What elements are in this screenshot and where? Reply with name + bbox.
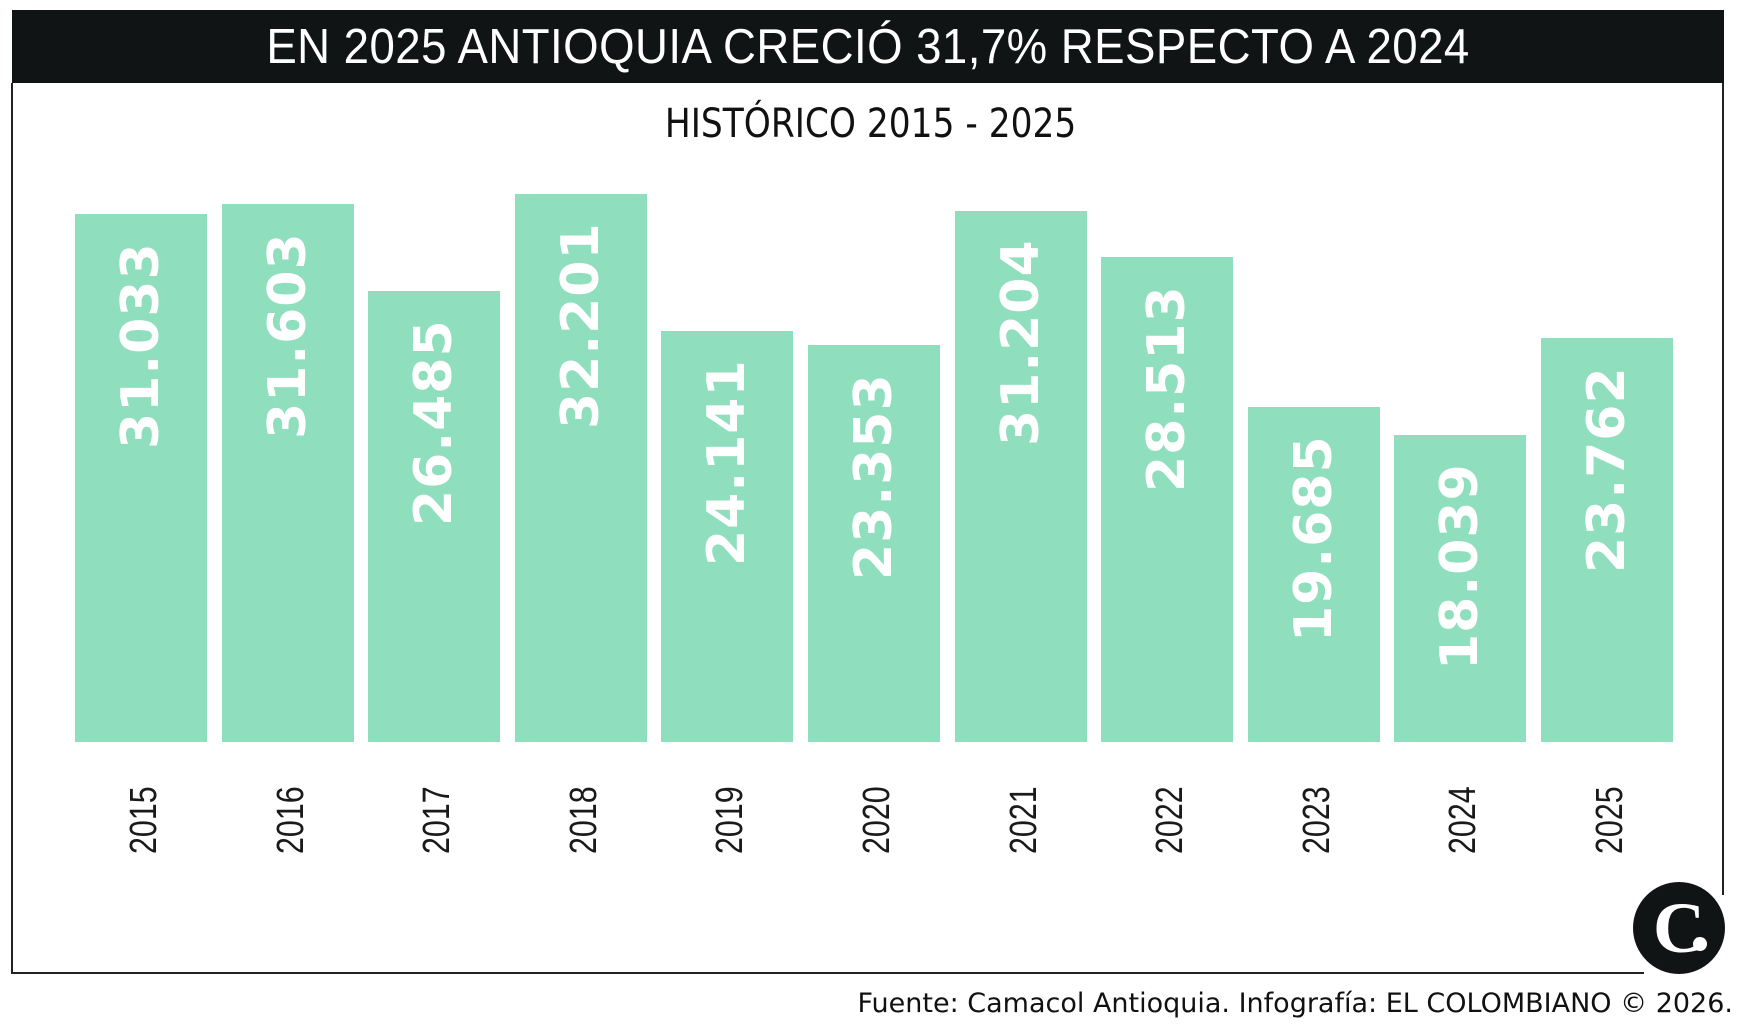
header-band: EN 2025 ANTIOQUIA CRECIÓ 31,7% RESPECTO … bbox=[12, 10, 1724, 83]
bar-2023: 19.685 bbox=[1248, 407, 1380, 742]
bar-value-label: 32.201 bbox=[551, 222, 611, 429]
bar-2025: 23.762 bbox=[1541, 338, 1673, 742]
chart-subtitle: HISTÓRICO 2015 - 2025 bbox=[664, 101, 1077, 147]
x-axis-year-label: 2019 bbox=[709, 786, 751, 854]
source-credit: Fuente: Camacol Antioquia. Infografía: E… bbox=[857, 988, 1733, 1019]
x-axis-year-label: 2016 bbox=[270, 786, 312, 854]
x-axis-year-label: 2023 bbox=[1296, 786, 1338, 854]
bar-value-label: 23.762 bbox=[1577, 366, 1637, 573]
x-axis-year-label: 2021 bbox=[1003, 786, 1045, 854]
bar-value-label: 31.204 bbox=[991, 239, 1051, 446]
bar-2015: 31.033 bbox=[75, 214, 207, 742]
x-axis-year-label: 2017 bbox=[416, 786, 458, 854]
x-axis-year-label: 2024 bbox=[1442, 786, 1484, 854]
bar-value-label: 24.141 bbox=[697, 359, 757, 566]
logo-letter: C bbox=[1653, 888, 1705, 968]
chart-title: EN 2025 ANTIOQUIA CRECIÓ 31,7% RESPECTO … bbox=[266, 20, 1470, 74]
bar-2016: 31.603 bbox=[222, 204, 354, 742]
frame-right-border bbox=[1722, 83, 1724, 895]
frame-bottom-border bbox=[11, 972, 1644, 974]
bar-value-label: 23.353 bbox=[844, 373, 904, 580]
x-axis-year-label: 2022 bbox=[1149, 786, 1191, 854]
x-axis-year-label: 2025 bbox=[1589, 786, 1631, 854]
bar-2019: 24.141 bbox=[661, 331, 793, 742]
bar-value-label: 31.033 bbox=[111, 242, 171, 449]
bar-2024: 18.039 bbox=[1394, 435, 1526, 742]
bar-value-label: 31.603 bbox=[258, 232, 318, 439]
bar-2020: 23.353 bbox=[808, 345, 940, 742]
bar-2022: 28.513 bbox=[1101, 257, 1233, 742]
bar-2021: 31.204 bbox=[955, 211, 1087, 742]
x-axis-year-label: 2018 bbox=[563, 786, 605, 854]
bar-2017: 26.485 bbox=[368, 291, 500, 742]
el-colombiano-logo-icon: C bbox=[1633, 882, 1725, 974]
bar-value-label: 28.513 bbox=[1137, 285, 1197, 492]
bar-2018: 32.201 bbox=[515, 194, 647, 742]
x-axis-year-label: 2020 bbox=[856, 786, 898, 854]
bar-value-label: 19.685 bbox=[1284, 435, 1344, 642]
x-axis-year-label: 2015 bbox=[123, 786, 165, 854]
frame-left-border bbox=[11, 83, 13, 974]
bar-value-label: 18.039 bbox=[1430, 463, 1490, 670]
logo-dot bbox=[1693, 937, 1707, 951]
bar-value-label: 26.485 bbox=[404, 319, 464, 526]
